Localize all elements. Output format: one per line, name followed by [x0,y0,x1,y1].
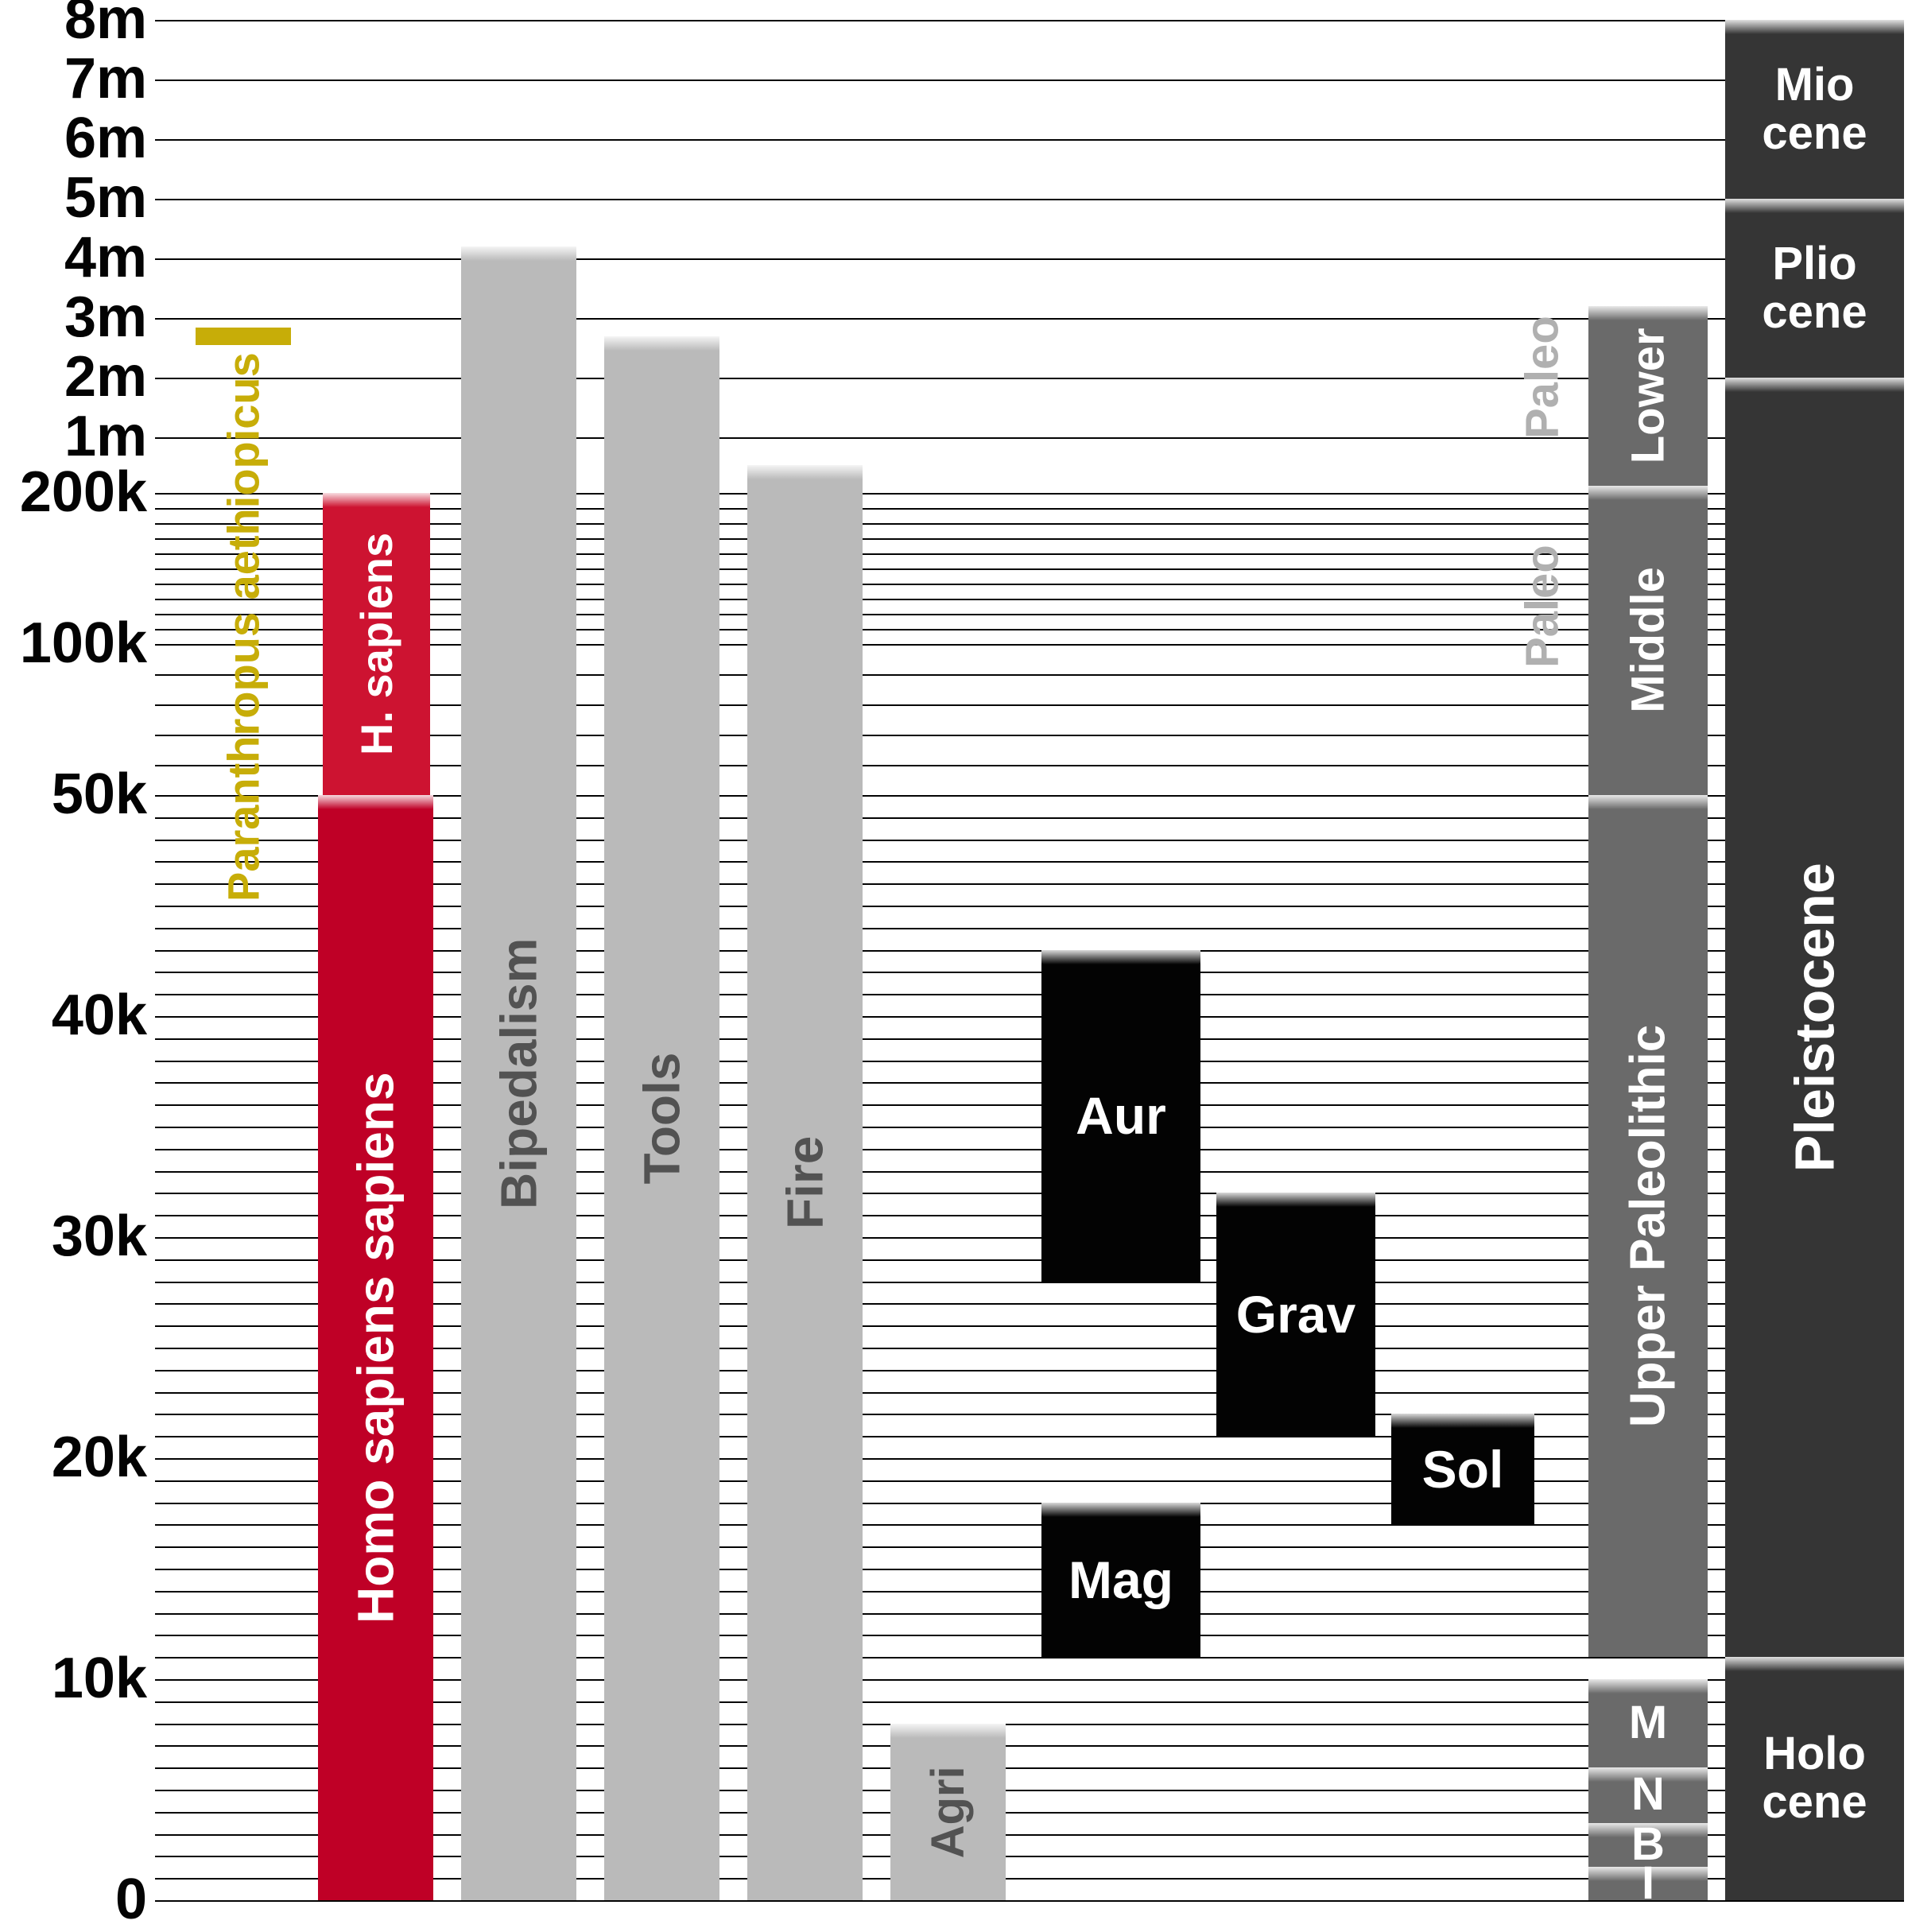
bar-label-tools: Tools [604,336,719,1901]
period-box-right-2: Pleistocene [1725,378,1904,1657]
paleo-label-0: Paleo [1510,274,1574,481]
bar-hsapiens: H. sapiens [323,493,430,795]
gridline-major [155,258,1904,260]
bar-label-hsapiens: H. sapiens [323,493,430,795]
y-axis-label: 20k [8,1425,147,1490]
y-axis-label: 40k [8,983,147,1048]
gridline-major [155,20,1904,21]
culture-label-grav: Grav [1216,1193,1375,1436]
timeline-chart: 8m7m6m5m4m3m2m1m200k100k50k40k30k20k10k0… [0,0,1908,1932]
period-box-left-4: N [1588,1767,1708,1823]
y-axis-label: 8m [8,0,147,52]
gridline-major [155,80,1904,81]
gridline-major [155,199,1904,200]
bar-label-fire: Fire [747,465,863,1900]
bar-label-bipedalism: Bipedalism [461,246,576,1900]
period-box-right-0: Mio cene [1725,20,1904,199]
period-box-left-0: Lower [1588,306,1708,486]
label-paranthropus: Paranthropus aethiopicus [196,352,291,1068]
y-axis-label: 100k [8,611,147,676]
period-label-left-2: Upper Paleolithic [1588,795,1708,1657]
gridline-major [155,139,1904,141]
bar-label-homo_ss: Homo sapiens sapiens [318,795,433,1900]
period-box-left-3: M [1588,1679,1708,1767]
period-label-right-3: Holo cene [1725,1657,1904,1900]
period-label-left-1: Middle [1588,486,1708,795]
culture-label-sol: Sol [1391,1414,1534,1524]
y-axis-label: 50k [8,762,147,827]
culture-label-mag: Mag [1041,1503,1200,1658]
period-label-right-2: Pleistocene [1725,378,1904,1657]
y-axis-label: 3m [8,285,147,350]
paleo-label-1: Paleo [1510,503,1574,710]
y-axis-label: 7m [8,46,147,111]
culture-box-aur: Aur [1041,950,1200,1282]
period-label-left-0: Lower [1588,306,1708,486]
bar-bipedalism: Bipedalism [461,246,576,1900]
marker-paranthropus [196,328,291,345]
culture-label-aur: Aur [1041,950,1200,1282]
period-label-left-3: M [1588,1679,1708,1767]
y-axis-label: 30k [8,1204,147,1269]
period-box-left-2: Upper Paleolithic [1588,795,1708,1657]
bar-fire: Fire [747,465,863,1900]
period-box-left-1: Middle [1588,486,1708,795]
y-axis-label: 5m [8,165,147,231]
period-label-right-0: Mio cene [1725,20,1904,199]
y-axis-label: 2m [8,344,147,409]
culture-box-sol: Sol [1391,1414,1534,1524]
culture-box-mag: Mag [1041,1503,1200,1658]
period-label-right-1: Plio cene [1725,199,1904,378]
bar-tools: Tools [604,336,719,1901]
y-axis-label: 0 [8,1867,147,1932]
bar-label-agri: Agri [890,1724,1006,1900]
period-box-right-1: Plio cene [1725,199,1904,378]
period-box-left-6: I [1588,1867,1708,1900]
period-label-left-6: I [1588,1867,1708,1900]
period-label-left-4: N [1588,1767,1708,1823]
y-axis-label: 200k [8,460,147,525]
bar-agri: Agri [890,1724,1006,1900]
y-axis-label: 4m [8,225,147,290]
culture-box-grav: Grav [1216,1193,1375,1436]
period-box-right-3: Holo cene [1725,1657,1904,1900]
y-axis-label: 10k [8,1646,147,1711]
bar-homo_ss: Homo sapiens sapiens [318,795,433,1900]
y-axis-label: 6m [8,106,147,171]
